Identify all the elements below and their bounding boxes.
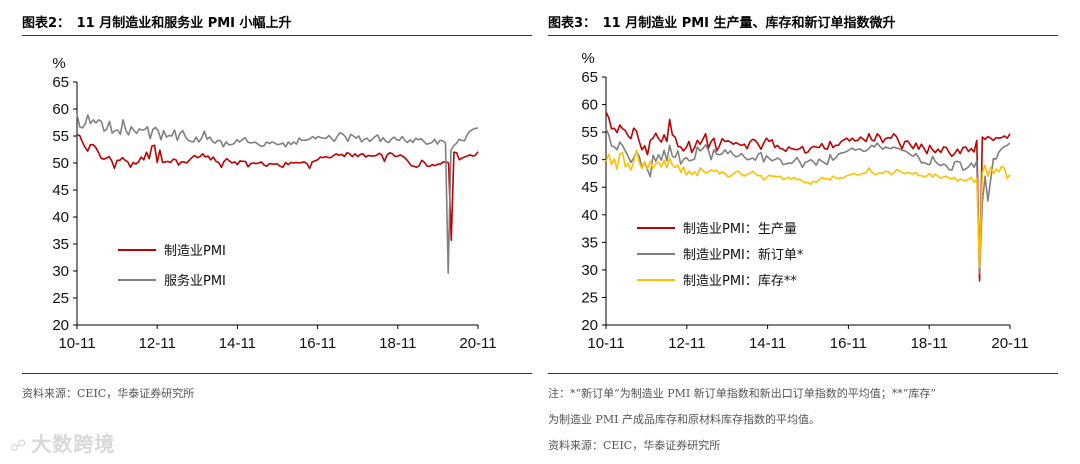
subindex-line-chart: % 20 25 30 35 40 45 50 55 60 65 10-11 12-11 14-11 16-1… (581, 50, 1028, 352)
y-tick-label: 50 (581, 152, 598, 169)
y-tick-label: 60 (52, 101, 69, 118)
chart-panel-pmi: 图表2： 11 月制造业和服务业 PMI 小幅上升 % 20 25 30 35 40 45 5… (22, 0, 532, 464)
chart-title-text: 11 月制造业 PMI 生产量、库存和新订单指数微升 (602, 16, 896, 31)
title-divider (548, 35, 1058, 36)
title-divider (22, 35, 532, 36)
chart-title-text: 11 月制造业和服务业 PMI 小幅上升 (76, 16, 292, 31)
x-tick-label: 16-11 (299, 335, 336, 352)
y-tick-label: 55 (52, 128, 69, 145)
watermark: ☍ 大数跨境 (10, 428, 115, 457)
chart-title-label: 图表3： (548, 16, 597, 31)
y-axis-unit: % (581, 50, 594, 67)
watermark-logo-icon: ☍ (10, 436, 28, 455)
pmi-line-chart: % 20 25 30 35 40 45 50 55 60 65 10-11 12-11 14-11 16-1… (52, 55, 496, 352)
x-tick-label: 14-11 (749, 335, 786, 352)
y-tick-label: 50 (52, 155, 69, 172)
series-line-1 (605, 111, 1011, 282)
x-tick-label: 18-11 (911, 335, 948, 352)
series-line-1 (76, 134, 479, 242)
chart-title: 图表2： 11 月制造业和服务业 PMI 小幅上升 (22, 12, 292, 31)
footnote-line-2: 为制造业 PMI 产成品库存和原材料库存指数的平均值。 (548, 413, 821, 426)
y-tick-label: 25 (581, 289, 598, 306)
legend-label: 服务业PMI (164, 273, 226, 289)
x-tick-label: 12-11 (668, 335, 705, 352)
y-axis-unit: % (52, 55, 65, 72)
y-tick-label: 20 (52, 317, 69, 334)
chart-title-label: 图表2： (22, 16, 71, 31)
chart-title: 图表3： 11 月制造业 PMI 生产量、库存和新订单指数微升 (548, 12, 896, 31)
x-tick-label: 20-11 (991, 335, 1028, 352)
x-tick-label: 12-11 (139, 335, 176, 352)
x-tick-label: 14-11 (219, 335, 256, 352)
y-tick-label: 20 (581, 317, 598, 334)
x-tick-label: 18-11 (379, 335, 416, 352)
y-tick-label: 45 (581, 179, 598, 196)
y-tick-label: 60 (581, 97, 598, 114)
x-tick-label: 10-11 (587, 335, 624, 352)
y-tick-label: 25 (52, 290, 69, 307)
y-tick-label: 35 (52, 236, 69, 253)
series-line-3 (605, 149, 1011, 268)
y-tick-label: 65 (581, 69, 598, 86)
y-tick-label: 35 (581, 234, 598, 251)
x-tick-label: 16-11 (830, 335, 867, 352)
watermark-text: 大数跨境 (31, 432, 116, 456)
footer-divider (22, 373, 532, 374)
legend-label: 制造业PMI：库存** (683, 273, 797, 289)
y-tick-label: 30 (52, 263, 69, 280)
footnote-line-1: 注：*“新订单”为制造业 PMI 新订单指数和新出口订单指数的平均值；**“库存… (548, 387, 936, 400)
y-tick-label: 65 (52, 74, 69, 91)
legend-label: 制造业PMI：新订单* (683, 247, 804, 263)
x-tick-label: 10-11 (58, 335, 95, 352)
y-tick-label: 40 (52, 209, 69, 226)
y-tick-label: 30 (581, 262, 598, 279)
y-tick-label: 45 (52, 182, 69, 199)
series-line-2 (605, 128, 1011, 275)
x-tick-label: 20-11 (459, 335, 496, 352)
source-note: 资料来源：CEIC，华泰证券研究所 (22, 387, 195, 400)
footer-divider (548, 373, 1058, 374)
series-line-2 (76, 113, 479, 274)
y-tick-label: 40 (581, 207, 598, 224)
chart-panel-subindices: 图表3： 11 月制造业 PMI 生产量、库存和新订单指数微升 % 20 25 30 3… (548, 0, 1058, 464)
legend-label: 制造业PMI：生产量 (683, 222, 797, 237)
legend-label: 制造业PMI (164, 244, 226, 259)
y-tick-label: 55 (581, 124, 598, 141)
source-note: 资料来源：CEIC，华泰证券研究所 (548, 439, 721, 452)
